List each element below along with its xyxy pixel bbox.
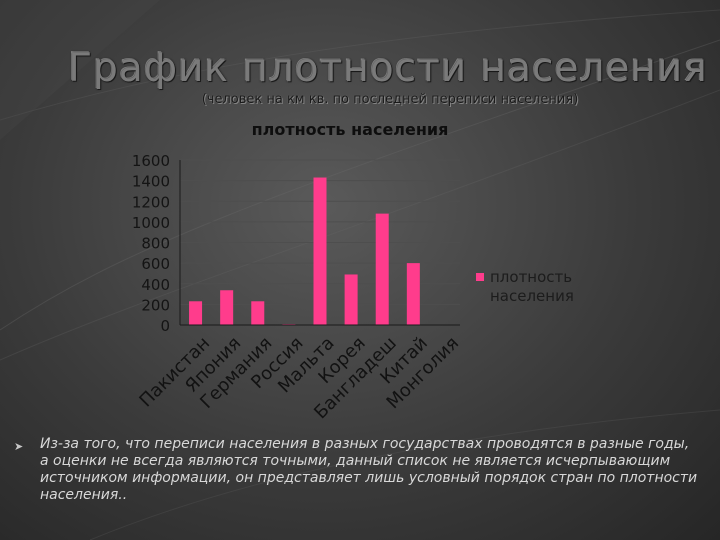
bullet-arrow-icon: ➤: [14, 440, 24, 453]
y-tick-label: 400: [141, 276, 170, 294]
slide-title: График плотности населения: [68, 46, 708, 91]
bar: [344, 274, 358, 325]
x-axis-labels: ПакистанЯпонияГерманияРоссияМальтаКореяБ…: [135, 333, 463, 424]
y-tick-label: 600: [141, 255, 170, 273]
slide-subtitle: (человек на км кв. по последней переписи…: [201, 92, 579, 107]
chart-legend: плотность населения: [476, 268, 600, 306]
bar: [189, 301, 203, 325]
y-axis-ticks: 0 200 400 600 800 1000 1200 1400 1600: [132, 152, 170, 335]
bar: [251, 301, 265, 325]
bar: [313, 177, 327, 325]
bars: [189, 177, 451, 326]
y-tick-label: 1400: [132, 173, 170, 191]
bar: [375, 213, 389, 325]
legend-swatch: [476, 273, 484, 281]
bar: [220, 290, 234, 325]
y-tick-label: 800: [141, 235, 170, 253]
y-tick-label: 1600: [132, 152, 170, 170]
y-tick-label: 0: [160, 317, 170, 335]
chart-title: плотность населения: [251, 120, 449, 139]
bar: [406, 263, 420, 325]
y-tick-label: 1000: [132, 214, 170, 232]
y-tick-label: 200: [141, 296, 170, 314]
y-tick-label: 1200: [132, 193, 170, 211]
footnote-text: Из-за того, что переписи населения в раз…: [40, 436, 698, 503]
legend-label: плотность населения: [490, 268, 574, 305]
